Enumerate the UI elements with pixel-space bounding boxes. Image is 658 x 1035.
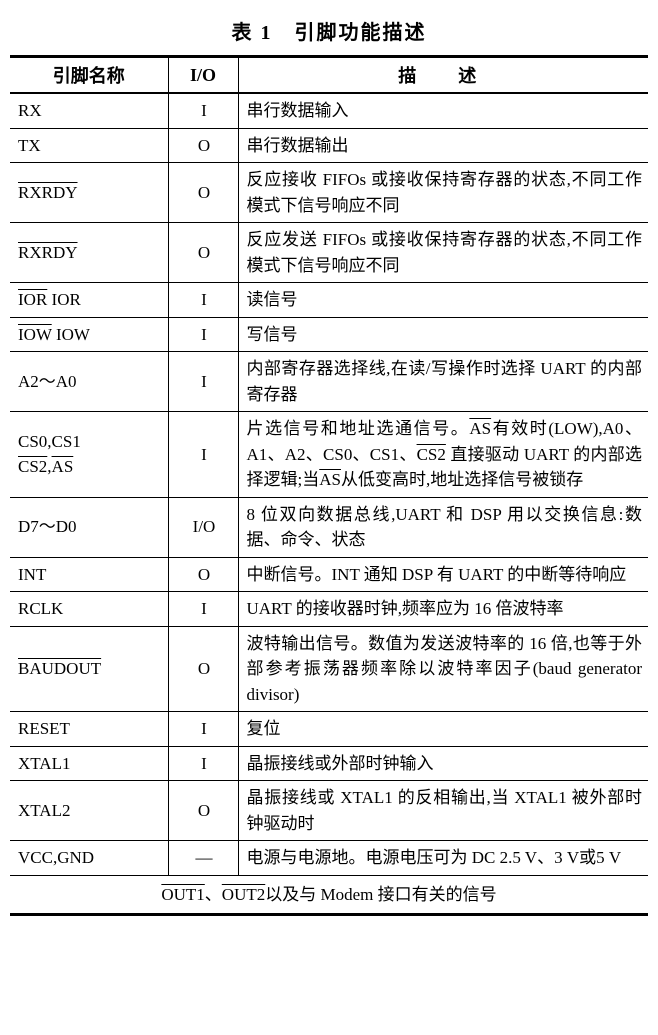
cell-pin: RXRDY (10, 223, 168, 283)
footer-cell: OUT1、OUT2以及与 Modem 接口有关的信号 (10, 875, 648, 915)
cell-desc: 读信号 (238, 283, 648, 318)
cell-pin: RCLK (10, 592, 168, 627)
header-io: I/O (168, 57, 238, 94)
header-pin: 引脚名称 (10, 57, 168, 94)
cell-pin: TX (10, 128, 168, 163)
table-header-row: 引脚名称 I/O 描 述 (10, 57, 648, 94)
pin-function-table: 引脚名称 I/O 描 述 RXI串行数据输入TXO串行数据输出RXRDYO反应接… (10, 55, 648, 916)
cell-pin: IOW IOW (10, 317, 168, 352)
cell-pin: XTAL1 (10, 746, 168, 781)
cell-io: I (168, 93, 238, 128)
table-row: VCC,GND—电源与电源地。电源电压可为 DC 2.5 V、3 V或5 V (10, 841, 648, 876)
table-row: A2～A0I内部寄存器选择线,在读/写操作时选择 UART 的内部寄存器 (10, 352, 648, 412)
cell-desc: 复位 (238, 712, 648, 747)
cell-pin: CS0,CS1CS2,AS (10, 412, 168, 498)
cell-desc: 片选信号和地址选通信号。AS有效时(LOW),A0、A1、A2、CS0、CS1、… (238, 412, 648, 498)
cell-pin: XTAL2 (10, 781, 168, 841)
cell-desc: UART 的接收器时钟,频率应为 16 倍波特率 (238, 592, 648, 627)
cell-io: O (168, 128, 238, 163)
cell-desc: 波特输出信号。数值为发送波特率的 16 倍,也等于外部参考振荡器频率除以波特率因… (238, 626, 648, 712)
cell-desc: 晶振接线或外部时钟输入 (238, 746, 648, 781)
table-row: RXRDYO反应接收 FIFOs 或接收保持寄存器的状态,不同工作模式下信号响应… (10, 163, 648, 223)
cell-desc: 电源与电源地。电源电压可为 DC 2.5 V、3 V或5 V (238, 841, 648, 876)
cell-io: I (168, 712, 238, 747)
cell-io: — (168, 841, 238, 876)
cell-io: I (168, 352, 238, 412)
cell-desc: 8 位双向数据总线,UART 和 DSP 用以交换信息:数据、命令、状态 (238, 497, 648, 557)
table-row: RXRDYO反应发送 FIFOs 或接收保持寄存器的状态,不同工作模式下信号响应… (10, 223, 648, 283)
cell-pin: IOR IOR (10, 283, 168, 318)
cell-io: O (168, 626, 238, 712)
cell-pin: D7～D0 (10, 497, 168, 557)
cell-pin: VCC,GND (10, 841, 168, 876)
table-row: XTAL2O晶振接线或 XTAL1 的反相输出,当 XTAL1 被外部时钟驱动时 (10, 781, 648, 841)
table-row: RXI串行数据输入 (10, 93, 648, 128)
cell-io: O (168, 781, 238, 841)
cell-io: O (168, 163, 238, 223)
cell-pin: A2～A0 (10, 352, 168, 412)
cell-io: O (168, 223, 238, 283)
cell-io: I (168, 592, 238, 627)
cell-desc: 晶振接线或 XTAL1 的反相输出,当 XTAL1 被外部时钟驱动时 (238, 781, 648, 841)
table-row: TXO串行数据输出 (10, 128, 648, 163)
cell-pin: RX (10, 93, 168, 128)
cell-pin: BAUDOUT (10, 626, 168, 712)
header-desc: 描 述 (238, 57, 648, 94)
table-row: D7～D0I/O8 位双向数据总线,UART 和 DSP 用以交换信息:数据、命… (10, 497, 648, 557)
table-row: IOR IORI读信号 (10, 283, 648, 318)
cell-pin: RESET (10, 712, 168, 747)
table-row: CS0,CS1CS2,ASI片选信号和地址选通信号。AS有效时(LOW),A0、… (10, 412, 648, 498)
table-row: IOW IOWI写信号 (10, 317, 648, 352)
cell-desc: 中断信号。INT 通知 DSP 有 UART 的中断等待响应 (238, 557, 648, 592)
cell-pin: INT (10, 557, 168, 592)
table-row: INTO中断信号。INT 通知 DSP 有 UART 的中断等待响应 (10, 557, 648, 592)
table-row: XTAL1I晶振接线或外部时钟输入 (10, 746, 648, 781)
table-row: RESETI复位 (10, 712, 648, 747)
cell-desc: 反应发送 FIFOs 或接收保持寄存器的状态,不同工作模式下信号响应不同 (238, 223, 648, 283)
table-footer-row: OUT1、OUT2以及与 Modem 接口有关的信号 (10, 875, 648, 915)
cell-io: I/O (168, 497, 238, 557)
cell-io: O (168, 557, 238, 592)
table-row: BAUDOUTO波特输出信号。数值为发送波特率的 16 倍,也等于外部参考振荡器… (10, 626, 648, 712)
cell-io: I (168, 412, 238, 498)
cell-io: I (168, 283, 238, 318)
cell-io: I (168, 317, 238, 352)
cell-desc: 串行数据输入 (238, 93, 648, 128)
cell-desc: 内部寄存器选择线,在读/写操作时选择 UART 的内部寄存器 (238, 352, 648, 412)
cell-desc: 反应接收 FIFOs 或接收保持寄存器的状态,不同工作模式下信号响应不同 (238, 163, 648, 223)
cell-io: I (168, 746, 238, 781)
cell-desc: 串行数据输出 (238, 128, 648, 163)
cell-pin: RXRDY (10, 163, 168, 223)
table-row: RCLKIUART 的接收器时钟,频率应为 16 倍波特率 (10, 592, 648, 627)
cell-desc: 写信号 (238, 317, 648, 352)
table-caption: 表 1 引脚功能描述 (10, 16, 648, 45)
